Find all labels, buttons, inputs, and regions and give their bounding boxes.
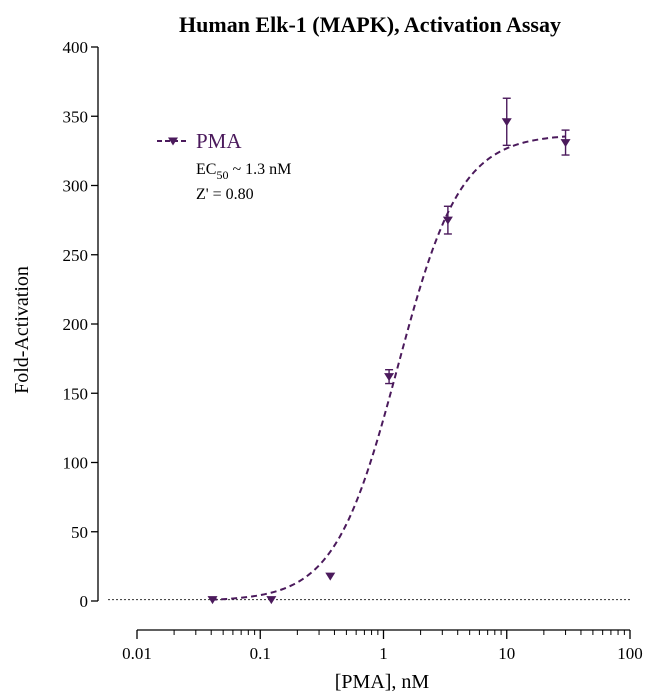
x-tick-label: 10 — [498, 644, 515, 663]
y-tick-label: 0 — [80, 592, 89, 611]
data-points — [207, 97, 571, 605]
y-tick-label: 350 — [63, 107, 89, 126]
data-point-pma — [442, 216, 453, 225]
x-tick-label: 100 — [617, 644, 643, 663]
legend-label-pma: PMA — [196, 129, 242, 153]
z-prime-annotation: Z' = 0.80 — [196, 186, 254, 203]
ec50-annotation: EC50 ~ 1.3 nM — [196, 161, 291, 182]
y-tick-label: 300 — [63, 177, 89, 196]
data-point-pma — [266, 596, 277, 605]
y-tick-label: 150 — [63, 384, 89, 403]
y-tick-label: 250 — [63, 246, 89, 265]
y-tick-label: 200 — [63, 315, 89, 334]
y-tick-label: 100 — [63, 454, 89, 473]
x-axis-label: [PMA], nM — [335, 671, 430, 693]
y-axis-label: Fold-Activation — [11, 266, 33, 394]
y-tick-label: 400 — [63, 38, 89, 57]
data-point-pma — [207, 596, 218, 605]
data-point-pma — [501, 118, 512, 127]
chart-title: Human Elk-1 (MAPK), Activation Assay — [179, 12, 561, 37]
x-tick-label: 0.01 — [122, 644, 152, 663]
legend-marker-icon — [168, 137, 178, 146]
data-point-pma — [384, 373, 395, 382]
y-tick-label: 50 — [71, 523, 88, 542]
legend: PMA — [157, 129, 242, 153]
axes: 0 50 100 150 200 250 300 350 400 0.01 0.1 1 10 100 — [63, 38, 643, 663]
data-point-pma — [560, 139, 571, 148]
x-tick-label: 0.1 — [250, 644, 271, 663]
x-tick-label: 1 — [379, 644, 388, 663]
data-point-pma — [325, 572, 336, 581]
fit-curve-pma — [211, 135, 566, 601]
fit-layer — [211, 135, 566, 601]
